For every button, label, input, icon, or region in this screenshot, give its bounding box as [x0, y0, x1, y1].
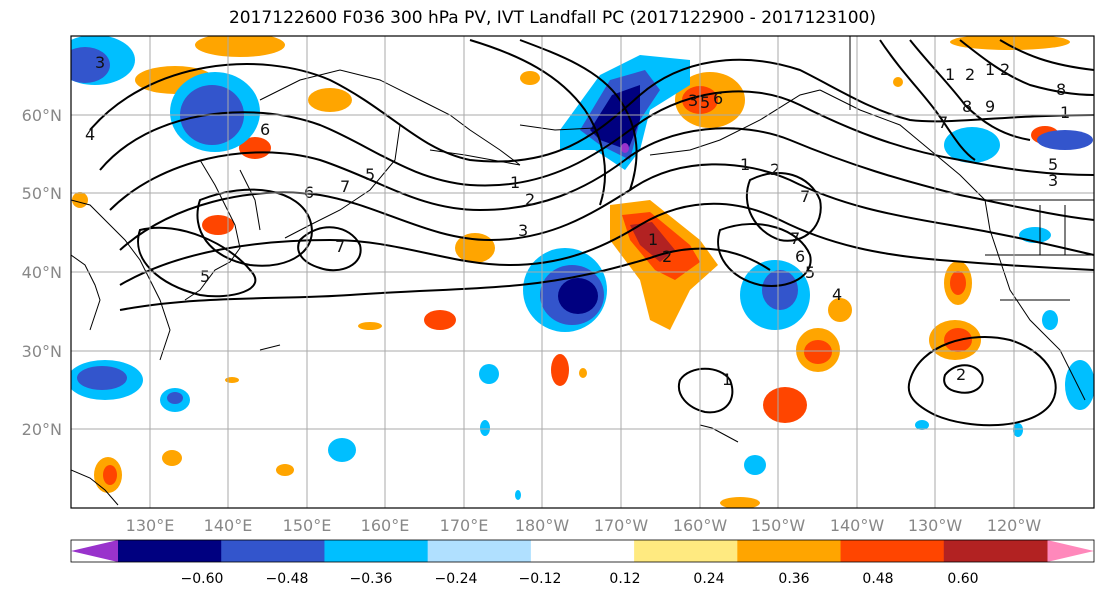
contour-label: 4	[85, 125, 95, 144]
lon-label: 160°E	[361, 516, 410, 535]
lon-label: 170°W	[594, 516, 649, 535]
lat-label: 40°N	[22, 263, 62, 282]
contour-label: 1	[722, 370, 732, 389]
contour-label: 2	[956, 365, 966, 384]
positive-anomaly-shading	[72, 36, 1070, 508]
coastlines	[71, 36, 1094, 506]
map-panel: 3 4 5 6 7 7 6 5 1 2 3 1 2 3 5 6 7 1 2 7 …	[71, 36, 1094, 508]
colorbar-tick: −0.48	[266, 571, 309, 587]
contour-label: 8	[962, 97, 972, 116]
contour-label: 1	[510, 173, 520, 192]
lat-label: 20°N	[22, 420, 62, 439]
contour-label: 9	[985, 97, 995, 116]
colorbar-tick: −0.24	[435, 571, 478, 587]
colorbar-segment	[943, 540, 1048, 562]
colorbar-tick: 0.60	[947, 571, 978, 587]
colorbar-segment	[634, 540, 738, 562]
longitude-labels: 130°E 140°E 150°E 160°E 170°E 180°W 170°…	[126, 516, 1042, 535]
colorbar-extend-left	[71, 540, 118, 562]
contour-label: 8	[1056, 80, 1066, 99]
colorbar-tick: 0.12	[609, 571, 640, 587]
contour-label: 5	[700, 93, 710, 112]
lon-label: 130°W	[908, 516, 963, 535]
colorbar-extend-right	[1047, 540, 1094, 562]
lon-label: 150°W	[751, 516, 806, 535]
lon-label: 160°W	[673, 516, 728, 535]
contour-label: 3	[95, 53, 105, 72]
pv-contours	[89, 39, 1094, 427]
contour-label: 5	[200, 267, 210, 286]
lon-label: 130°E	[126, 516, 175, 535]
colorbar-tick: −0.60	[181, 571, 224, 587]
contour-label: 6	[260, 120, 270, 139]
contour-label: 5	[365, 165, 375, 184]
colorbar-outline	[70, 539, 1095, 563]
colorbar-tick: −0.36	[350, 571, 393, 587]
contour-labels: 3 4 5 6 7 7 6 5 1 2 3 1 2 3 5 6 7 1 2 7 …	[85, 53, 1070, 389]
colorbar-segment	[427, 540, 532, 562]
latitude-labels: 60°N 50°N 40°N 30°N 20°N	[22, 106, 62, 439]
contour-label: 2	[770, 160, 780, 179]
lat-label: 50°N	[22, 184, 62, 203]
lon-label: 180°W	[515, 516, 570, 535]
colorbar-segment	[737, 540, 842, 562]
contour-label: 1	[1060, 103, 1070, 122]
lat-label: 30°N	[22, 342, 62, 361]
colorbar-segment	[118, 540, 222, 562]
contour-label: 2	[662, 247, 672, 266]
contour-label: 6	[713, 89, 723, 108]
contour-label: 7	[340, 177, 350, 196]
contour-label: 2	[525, 190, 535, 209]
contour-label: 6	[795, 247, 805, 266]
colorbar-tick: 0.24	[693, 571, 724, 587]
colorbar: −0.60 −0.48 −0.36 −0.24 −0.12 0.12 0.24 …	[70, 539, 1095, 587]
colorbar-tick: 0.36	[778, 571, 809, 587]
contour-label: 4	[832, 285, 842, 304]
graticule	[71, 36, 1094, 508]
contour-label: 7	[800, 187, 810, 206]
contour-label: 3	[1048, 171, 1058, 190]
contour-label: 1	[648, 230, 658, 249]
contour-label: 7	[335, 237, 345, 256]
contour-label: 2	[1000, 60, 1010, 79]
negative-anomaly-shading	[71, 36, 1094, 500]
colorbar-tick: −0.12	[519, 571, 562, 587]
lat-label: 60°N	[22, 106, 62, 125]
contour-label: 1	[740, 155, 750, 174]
colorbar-segment	[324, 540, 429, 562]
contour-label: 7	[938, 113, 948, 132]
colorbar-segment	[221, 540, 325, 562]
lon-label: 150°E	[283, 516, 332, 535]
colorbar-segment	[840, 540, 945, 562]
map-title: 2017122600 F036 300 hPa PV, IVT Landfall…	[228, 8, 876, 28]
map-frame	[70, 35, 1095, 509]
lon-label: 140°W	[830, 516, 885, 535]
colorbar-tick: 0.48	[862, 571, 893, 587]
lon-label: 170°E	[440, 516, 489, 535]
contour-label: 1	[945, 65, 955, 84]
contour-label: 3	[688, 91, 698, 110]
colorbar-segment	[530, 540, 635, 562]
contour-label: 1	[985, 60, 995, 79]
contour-label: 2	[965, 65, 975, 84]
lon-label: 120°W	[987, 516, 1042, 535]
contour-label: 5	[1048, 155, 1058, 174]
lon-label: 140°E	[204, 516, 253, 535]
contour-label: 3	[518, 221, 528, 240]
contour-label: 7	[790, 229, 800, 248]
